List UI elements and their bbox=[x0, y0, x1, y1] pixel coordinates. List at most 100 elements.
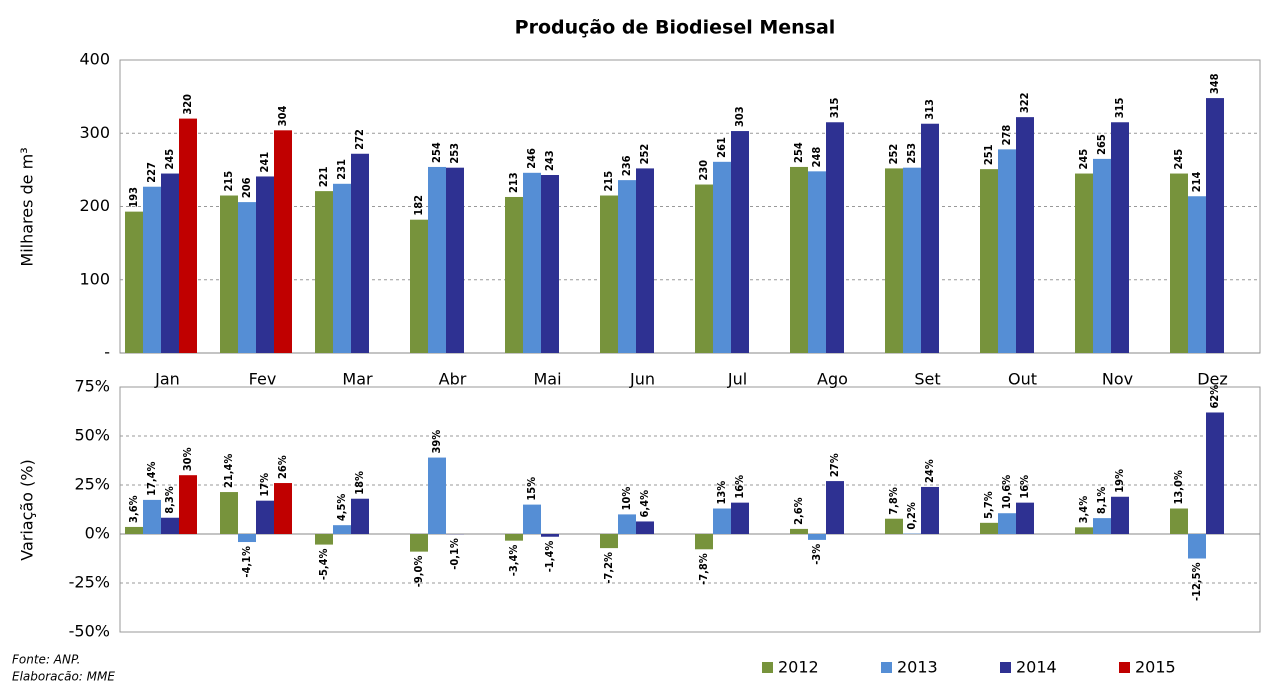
value-label: -7,8% bbox=[697, 553, 710, 585]
value-label: 13,0% bbox=[1172, 470, 1185, 504]
x-tick-label: Nov bbox=[1102, 370, 1133, 389]
bar bbox=[636, 168, 654, 353]
value-label: 253 bbox=[448, 143, 461, 164]
bar bbox=[351, 153, 369, 353]
bar bbox=[713, 161, 731, 353]
bar bbox=[351, 498, 369, 534]
value-label: 254 bbox=[792, 142, 805, 163]
chart-title: Produção de Biodiesel Mensal bbox=[515, 17, 836, 39]
bar bbox=[333, 525, 351, 534]
value-label: -1,4% bbox=[543, 541, 556, 573]
value-label: 315 bbox=[1113, 97, 1126, 118]
value-label: 221 bbox=[317, 166, 330, 187]
bar bbox=[541, 175, 559, 353]
bar bbox=[410, 219, 428, 353]
value-label: 21,4% bbox=[222, 454, 235, 488]
bar bbox=[428, 457, 446, 534]
bar bbox=[179, 118, 197, 353]
value-label: 8,3% bbox=[163, 486, 176, 514]
value-label: -9,0% bbox=[412, 556, 425, 588]
bar bbox=[143, 186, 161, 353]
value-label: 322 bbox=[1018, 92, 1031, 113]
bar bbox=[315, 534, 333, 545]
value-label: 272 bbox=[353, 129, 366, 150]
legend-label: 2015 bbox=[1135, 658, 1176, 677]
y-tick-label: 300 bbox=[79, 123, 110, 142]
value-label: -7,2% bbox=[602, 552, 615, 584]
bar bbox=[790, 528, 808, 534]
value-label: 3,6% bbox=[127, 495, 140, 523]
bar bbox=[1188, 196, 1206, 353]
value-label: 241 bbox=[258, 152, 271, 173]
y-axis-label: Milhares de m³ bbox=[18, 147, 37, 266]
value-label: 231 bbox=[335, 159, 348, 180]
x-tick-label: Mai bbox=[533, 370, 561, 389]
value-label: 206 bbox=[240, 177, 253, 198]
value-label: 19% bbox=[1113, 469, 1126, 493]
bar bbox=[1075, 173, 1093, 353]
value-label: 26% bbox=[276, 455, 289, 479]
value-label: 278 bbox=[1000, 125, 1013, 146]
value-label: 251 bbox=[982, 144, 995, 165]
value-label: 5,7% bbox=[982, 491, 995, 519]
y-tick-label: 75% bbox=[74, 377, 110, 396]
x-tick-label: Dez bbox=[1197, 370, 1228, 389]
bar bbox=[826, 122, 844, 353]
bar bbox=[790, 166, 808, 353]
value-label: -12,5% bbox=[1190, 562, 1203, 601]
value-label: 18% bbox=[353, 471, 366, 495]
y-tick-label: 0% bbox=[85, 524, 110, 543]
value-label: 16% bbox=[1018, 475, 1031, 499]
bar bbox=[980, 169, 998, 353]
bar bbox=[161, 173, 179, 353]
value-label: 245 bbox=[1172, 149, 1185, 170]
value-label: 245 bbox=[163, 149, 176, 170]
bar bbox=[1111, 496, 1129, 534]
value-label: 15% bbox=[525, 477, 538, 501]
bar bbox=[1206, 98, 1224, 353]
bar bbox=[505, 534, 523, 541]
bar bbox=[1075, 527, 1093, 534]
value-label: -3,4% bbox=[507, 545, 520, 577]
bar bbox=[826, 481, 844, 534]
value-label: 227 bbox=[145, 162, 158, 183]
bar bbox=[998, 513, 1016, 534]
value-label: 213 bbox=[507, 172, 520, 193]
bar bbox=[1093, 158, 1111, 353]
value-label: 320 bbox=[181, 94, 194, 115]
legend-label: 2014 bbox=[1016, 658, 1057, 677]
value-label: 27% bbox=[828, 453, 841, 477]
value-label: 253 bbox=[905, 143, 918, 164]
value-label: 230 bbox=[697, 160, 710, 181]
bar bbox=[808, 534, 826, 540]
value-label: 6,4% bbox=[638, 490, 651, 518]
value-label: -3% bbox=[810, 544, 823, 565]
bar bbox=[1206, 412, 1224, 534]
value-label: 252 bbox=[887, 144, 900, 165]
x-tick-label: Set bbox=[914, 370, 940, 389]
bar bbox=[600, 534, 618, 549]
bar bbox=[125, 211, 143, 353]
bar bbox=[220, 492, 238, 534]
value-label: 2,6% bbox=[792, 497, 805, 525]
bar bbox=[541, 534, 559, 537]
value-label: 245 bbox=[1077, 149, 1090, 170]
bar bbox=[713, 508, 731, 534]
y-tick-label: 100 bbox=[79, 269, 110, 288]
value-label: 215 bbox=[602, 171, 615, 192]
value-label: 265 bbox=[1095, 134, 1108, 155]
value-label: 182 bbox=[412, 195, 425, 216]
bar bbox=[523, 504, 541, 534]
value-label: 24% bbox=[923, 459, 936, 483]
bar bbox=[256, 500, 274, 534]
x-tick-label: Out bbox=[1008, 370, 1037, 389]
y-tick-label: 200 bbox=[79, 196, 110, 215]
value-label: 10% bbox=[620, 487, 633, 511]
y-axis-label: Variação (%) bbox=[18, 459, 37, 561]
bar bbox=[274, 130, 292, 353]
bar bbox=[618, 180, 636, 353]
x-tick-label: Jun bbox=[629, 370, 655, 389]
bar bbox=[1016, 502, 1034, 534]
bar bbox=[1093, 518, 1111, 534]
bar bbox=[179, 475, 197, 534]
